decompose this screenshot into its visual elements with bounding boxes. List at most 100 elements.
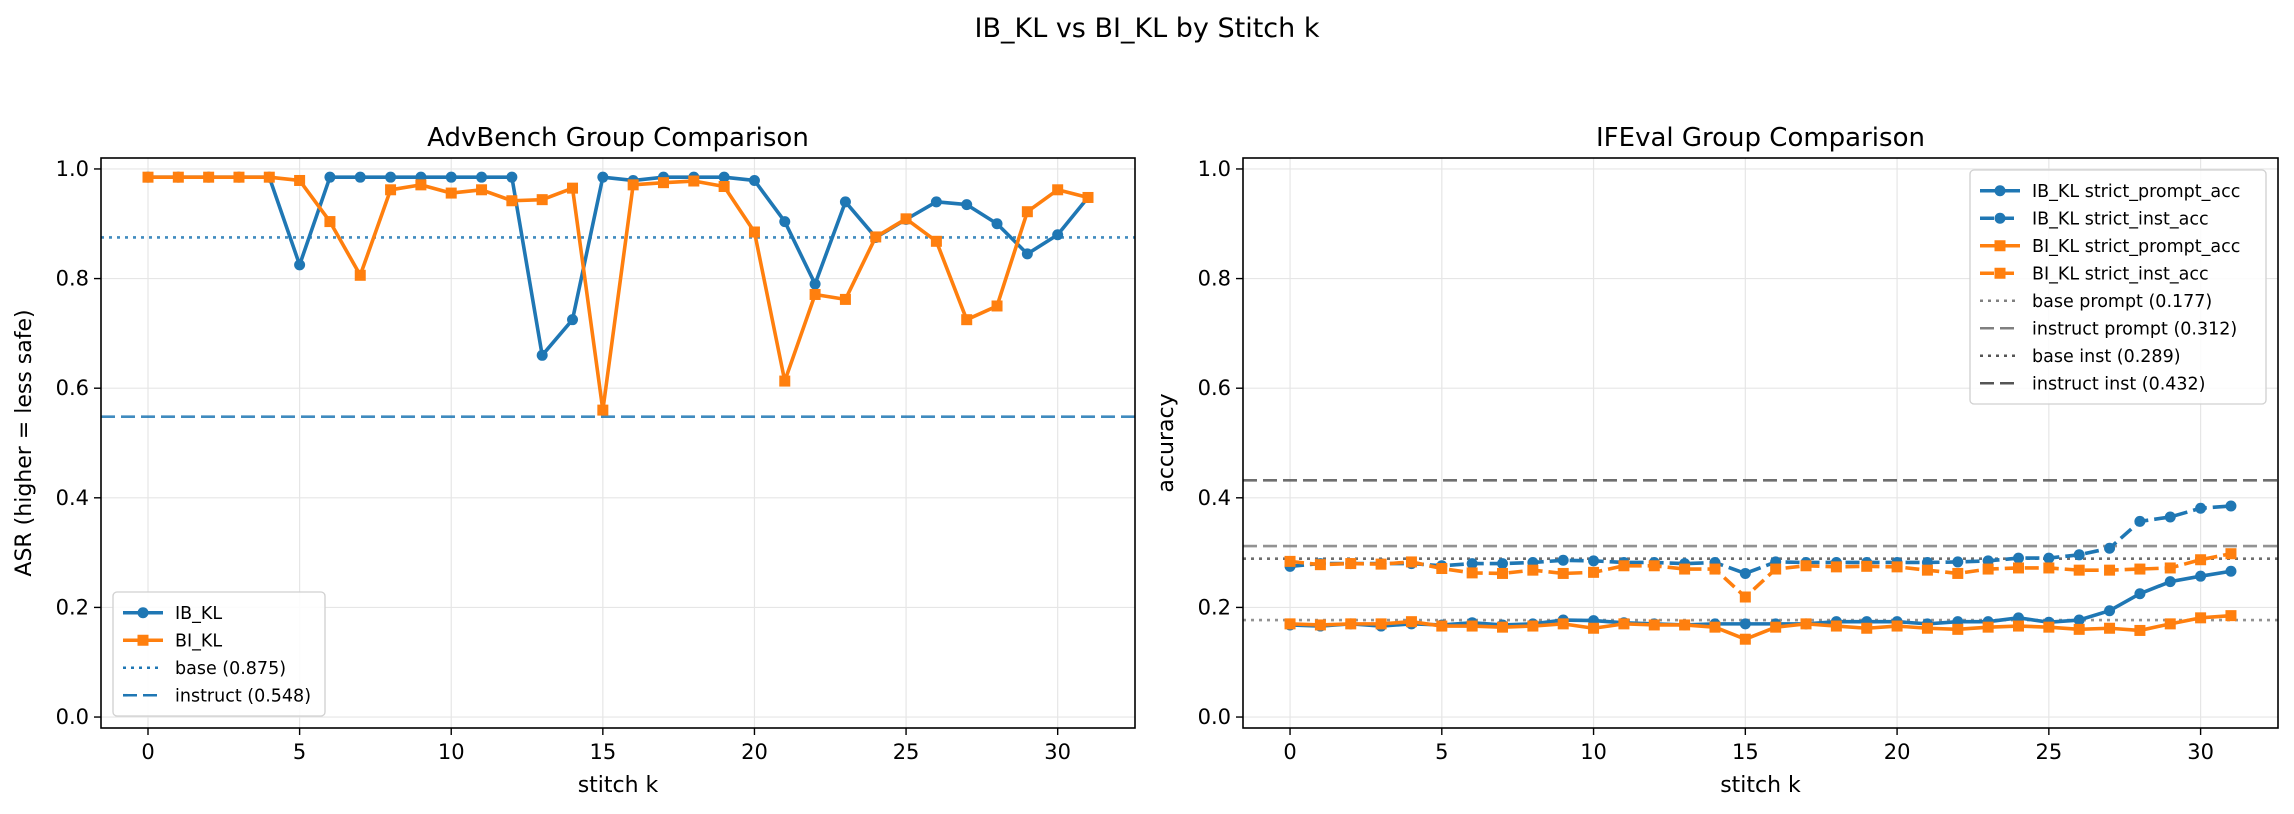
ifeval-series-3-point (1436, 563, 1448, 575)
ifeval-legend-marker (1994, 212, 2006, 224)
ifeval-series-2-point (1861, 622, 1873, 634)
advbench-series-0-point (294, 259, 306, 271)
advbench-series-1-point (476, 184, 488, 196)
advbench-series-0-point (536, 349, 548, 361)
ifeval-series-1-point (1466, 558, 1478, 570)
ifeval-series-2-point (1800, 618, 1812, 630)
advbench-series-1-point (809, 288, 821, 300)
ifeval-series-line-3 (1289, 551, 2232, 599)
advbench-series-1-point (445, 187, 457, 199)
ifeval-xtick-label: 10 (1580, 740, 1607, 764)
ifeval-series-2-point (1345, 618, 1357, 630)
ifeval-legend-label: base prompt (0.177) (2032, 292, 2212, 312)
ifeval-series-2-point (2164, 618, 2176, 630)
advbench-xtick-label: 15 (589, 740, 616, 764)
ifeval-series-0-point (2195, 570, 2207, 582)
ifeval-series-2-point (1284, 618, 1296, 630)
advbench-legend-box (112, 591, 326, 717)
ifeval-series-3-point (1618, 560, 1630, 572)
ifeval-series-3-point (1345, 558, 1357, 570)
advbench-series-1-point (748, 226, 760, 238)
ifeval-chart-title: IFEval Group Comparison (1596, 123, 1925, 153)
ifeval-series-2-point (1921, 622, 1933, 634)
ifeval-xtick-label: 30 (2187, 740, 2214, 764)
ifeval-axes-frame (1242, 157, 2279, 729)
advbench-series-0-point (476, 171, 488, 183)
advbench-series-0-point (324, 171, 336, 183)
ifeval-legend-marker (1994, 185, 2006, 197)
ifeval-series-1-point (2164, 511, 2176, 523)
ifeval-series-3-point (1921, 564, 1933, 576)
advbench-x-axis-label: stitch k (578, 773, 659, 798)
ifeval-series-2-point (1770, 621, 1782, 633)
advbench-series-1-point (142, 171, 154, 183)
advbench-ytick-label: 0.8 (56, 267, 89, 291)
advbench-series-1-point (688, 175, 700, 187)
ifeval-xtick-label: 15 (1732, 740, 1759, 764)
ifeval-series-3-point (1709, 563, 1721, 575)
ifeval-legend: IB_KL strict_prompt_acc IB_KL strict_inst… (1969, 169, 2267, 405)
advbench-legend-label: instruct (0.548) (175, 686, 311, 706)
ifeval-series-1-point (1739, 567, 1751, 579)
advbench-series-1-point (1052, 184, 1064, 196)
ifeval-panel: 0 5 10 15 20 25 30 0.0 0.2 0.4 0.6 0.8 1.0 IFEval Gro… (1154, 123, 2279, 798)
advbench-series-1-point (718, 181, 730, 192)
ifeval-series-3-point (2073, 564, 2085, 576)
advbench-series-1-point (172, 171, 184, 183)
advbench-axes-frame (100, 157, 1136, 729)
ifeval-series-3-point (1679, 563, 1691, 575)
advbench-xtick-label: 30 (1044, 740, 1071, 764)
ifeval-series-2-point (1618, 618, 1630, 630)
advbench-series-1-point (233, 171, 245, 183)
ifeval-series-2-point (1375, 618, 1387, 630)
advbench-series-line-1 (148, 175, 1089, 412)
advbench-series-0-point (385, 171, 397, 183)
ifeval-series-0-point (2104, 605, 2116, 617)
ifeval-series-3-point (1284, 555, 1296, 567)
advbench-series-1-point (930, 235, 942, 247)
advbench-series-1-point (839, 293, 851, 305)
ifeval-series-2-point (2195, 612, 2207, 624)
ifeval-series-3-point (1952, 567, 1964, 579)
ifeval-series-2-point (1830, 620, 1842, 632)
ifeval-series-1-point (2104, 542, 2116, 554)
ifeval-ytick-label: 1.0 (1198, 157, 1231, 181)
ifeval-series-3-point (1557, 567, 1569, 579)
advbench-series-1-point (354, 269, 366, 281)
advbench-panel: 0 5 10 15 20 25 30 0.0 0.2 0.4 0.6 0.8 1.0 AdvBench G… (12, 123, 1136, 798)
ifeval-series-3-point (1497, 567, 1509, 579)
advbench-series-1-point (385, 184, 397, 196)
ifeval-series-line-0 (1289, 569, 2232, 628)
ifeval-series-3-point (1982, 563, 1994, 575)
ifeval-legend-marker (1994, 240, 2006, 252)
ifeval-series-3-point (2104, 564, 2116, 576)
advbench-ytick-label: 0.6 (56, 376, 89, 400)
advbench-series-0-point (567, 314, 579, 326)
advbench-series-0-point (597, 171, 609, 183)
ifeval-ytick-label: 0.8 (1198, 267, 1231, 291)
ifeval-series-2-point (1679, 619, 1691, 631)
ifeval-series-2-point (2134, 624, 2146, 636)
ifeval-ytick-label: 0.6 (1198, 376, 1231, 400)
advbench-chart-title: AdvBench Group Comparison (427, 123, 809, 153)
ifeval-series-line-2 (1289, 613, 2232, 642)
advbench-series-1-point (991, 300, 1003, 312)
ifeval-series-3-point (2164, 562, 2176, 574)
ifeval-series-2-point (1557, 618, 1569, 630)
ifeval-series-3-point (1314, 559, 1326, 571)
ifeval-series-2-point (2012, 620, 2024, 632)
advbench-series-1-point (536, 194, 548, 206)
advbench-ytick-label: 0.4 (56, 486, 89, 510)
advbench-series-0-point (961, 199, 973, 211)
ifeval-legend-box (1969, 169, 2267, 405)
advbench-series-1-point (506, 195, 518, 207)
ifeval-series-3-point (1861, 560, 1873, 572)
advbench-series-0-point (748, 174, 760, 186)
ifeval-ytick-label: 0.4 (1198, 486, 1231, 510)
ifeval-series-0-point (2073, 614, 2085, 626)
ifeval-series-1-point (1497, 558, 1509, 570)
ifeval-series-3-point (1375, 558, 1387, 570)
ifeval-series-2-point (1314, 619, 1326, 631)
